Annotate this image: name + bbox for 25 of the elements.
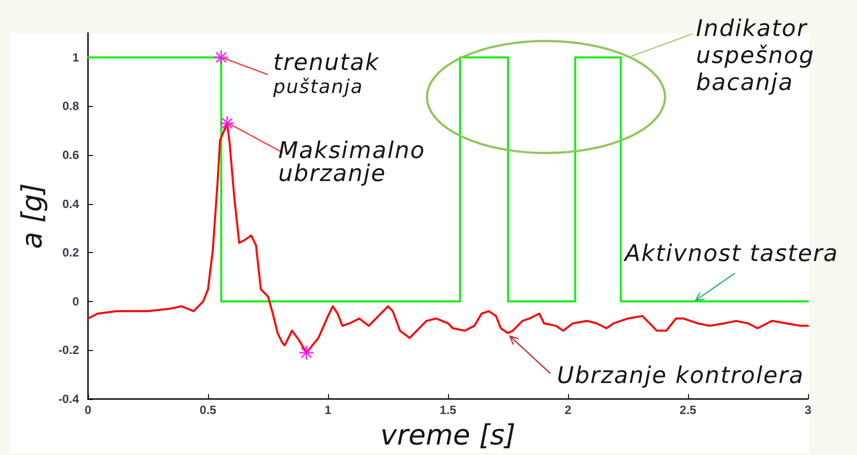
x-tick-label: 0 [84,403,92,417]
y-tick-label: -0.4 [58,392,80,406]
y-tick-label: 0.2 [62,246,80,260]
series-label: Aktivnost tastera [624,241,839,268]
point [298,344,314,360]
x-tick-label: 3 [804,403,812,417]
x-tick-label: 2 [564,403,572,417]
x-tick-label: 0.5 [200,403,217,417]
annotation: Maksimalno ubrzanje [278,138,426,188]
y-tick-label: 0 [72,294,80,308]
y-tick-label: 0.8 [62,99,80,114]
series-label: Ubrzanje kontrolera [557,363,804,390]
y-axis-title: a [g] [16,183,48,249]
y-tick-label: 0.6 [62,148,80,162]
annotation: trenutak puštanja [273,50,380,100]
y-tick-label: 1 [72,50,80,64]
y-tick-label: 0.4 [62,196,80,211]
y-tick-label: -0.2 [58,343,80,358]
x-axis-title: vreme [s] [380,418,516,452]
x-tick-label: 1 [324,403,332,417]
x-tick-label: 2.5 [680,403,697,417]
point [219,115,235,132]
point [213,50,229,66]
x-tick-label: 1.5 [440,403,457,417]
annotation: Indikator uspešnog bacanja [696,16,815,97]
